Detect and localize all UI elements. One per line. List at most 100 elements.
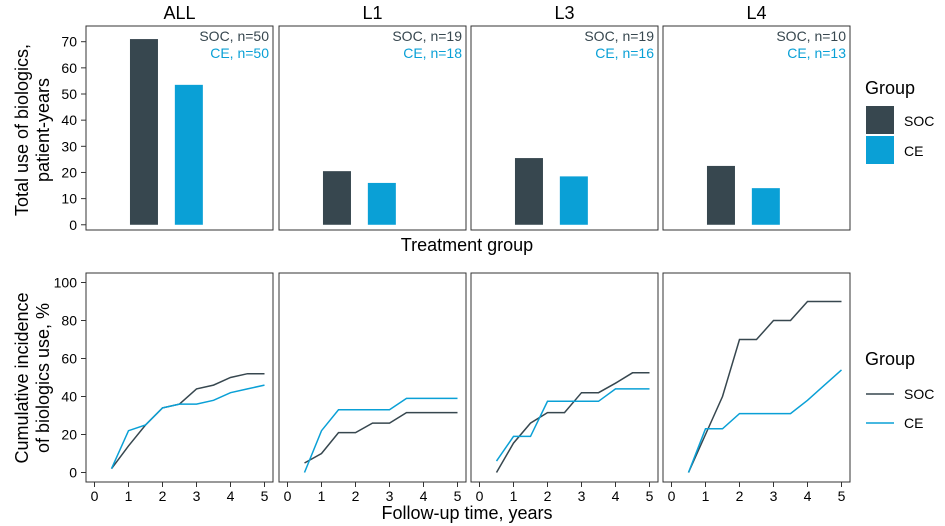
line-panel-l4: 0 1 2 3 4 5 — [662, 272, 851, 504]
bottom-y-tick-label-100: 100 — [54, 275, 78, 291]
top-x-axis-label: Treatment group — [401, 235, 533, 255]
legend-bottom-soc-label: SOC — [904, 386, 934, 402]
legend-top-ce-label: CE — [904, 143, 923, 159]
annotation-all-ce: CE, n=50 — [210, 45, 269, 61]
bar-panel-frame-l4 — [662, 25, 851, 231]
bar-l1-soc — [322, 171, 351, 225]
x-tick-label-l4-3: 3 — [770, 488, 778, 504]
top-y-axis-label-line-1: Total use of biologics, — [12, 44, 32, 216]
line-panel-frame-all — [85, 272, 274, 483]
annotation-l1-ce: CE, n=18 — [403, 45, 462, 61]
bottom-y-tick-label-40: 40 — [61, 389, 77, 405]
line-panel-frame-l3 — [470, 272, 659, 483]
bar-all-ce — [174, 84, 203, 225]
top-y-tick-label-30: 30 — [61, 138, 77, 154]
x-tick-label-l1-2: 2 — [352, 488, 360, 504]
top-y-tick-label-20: 20 — [61, 164, 77, 180]
bar-all-soc — [129, 39, 158, 225]
x-tick-label-l1-5: 5 — [454, 488, 462, 504]
bottom-y-axis-label-line-1: Cumulative incidence — [12, 292, 32, 463]
x-tick-label-all-5: 5 — [261, 488, 269, 504]
legend-top-title: Group — [865, 78, 915, 98]
x-tick-label-l1-4: 4 — [420, 488, 428, 504]
x-tick-label-all-2: 2 — [159, 488, 167, 504]
legend-top-soc-label: SOC — [904, 113, 934, 129]
bottom-y-tick-label-20: 20 — [61, 427, 77, 443]
top-y-tick-label-10: 10 — [61, 191, 77, 207]
bar-l3-soc — [514, 158, 543, 225]
bar-l1-ce — [367, 182, 396, 225]
series-line-all-ce — [110, 384, 265, 470]
bar-l4-soc — [706, 165, 735, 225]
annotation-l4-soc: SOC, n=10 — [776, 28, 846, 44]
x-tick-label-l4-0: 0 — [668, 488, 676, 504]
legend-top-ce-swatch — [866, 136, 894, 164]
x-tick-label-all-4: 4 — [227, 488, 235, 504]
x-tick-label-l3-1: 1 — [510, 488, 518, 504]
bottom-x-axis-label: Follow-up time, years — [381, 503, 552, 523]
legend-top: Group SOC CE — [865, 78, 934, 164]
series-line-l1-ce — [303, 397, 458, 473]
series-line-all-soc — [110, 372, 265, 470]
x-tick-label-l4-4: 4 — [804, 488, 812, 504]
annotation-l4-ce: CE, n=13 — [787, 45, 846, 61]
annotation-all-soc: SOC, n=50 — [199, 28, 269, 44]
x-tick-label-l3-5: 5 — [646, 488, 654, 504]
bottom-y-axis-label: Cumulative incidence of biologics use, % — [12, 292, 53, 463]
x-tick-label-l3-2: 2 — [544, 488, 552, 504]
annotation-l3-soc: SOC, n=19 — [584, 28, 654, 44]
series-line-l4-soc — [687, 300, 842, 473]
bar-panel-frame-all — [85, 25, 274, 231]
x-tick-label-l4-5: 5 — [838, 488, 846, 504]
series-line-l3-ce — [495, 388, 650, 462]
top-y-tick-label-70: 70 — [61, 34, 77, 50]
panel-title-l4: L4 — [746, 3, 766, 23]
series-line-l1-soc — [304, 411, 458, 464]
bottom-y-tick-label-80: 80 — [61, 313, 77, 329]
x-tick-label-l3-4: 4 — [612, 488, 620, 504]
legend-bottom-ce-label: CE — [904, 415, 923, 431]
bottom-y-tick-label-0: 0 — [69, 465, 77, 481]
x-tick-label-l4-1: 1 — [702, 488, 710, 504]
line-panel-l1: 0 1 2 3 4 5 — [278, 272, 467, 504]
x-tick-label-l1-3: 3 — [386, 488, 394, 504]
legend-top-soc-swatch — [866, 106, 894, 134]
top-y-tick-label-40: 40 — [61, 112, 77, 128]
x-tick-label-l1-1: 1 — [318, 488, 326, 504]
x-tick-label-l1-0: 0 — [284, 488, 292, 504]
top-y-axis-label-line-2: patient-years — [33, 78, 53, 182]
bottom-y-tick-label-60: 60 — [61, 351, 77, 367]
bottom-y-axis-label-line-2: of biologics use, % — [33, 303, 53, 453]
annotation-l3-ce: CE, n=16 — [595, 45, 654, 61]
top-y-tick-label-60: 60 — [61, 60, 77, 76]
bar-panel-frame-l3 — [470, 25, 659, 231]
line-panel-frame-l1 — [278, 272, 467, 483]
x-tick-label-l4-2: 2 — [736, 488, 744, 504]
bar-l4-ce — [751, 188, 780, 225]
bar-l3-ce — [559, 176, 588, 225]
panel-title-l1: L1 — [362, 3, 382, 23]
line-panel-all: 0 1 2 3 4 5 0 20 40 60 80 100 — [54, 272, 274, 504]
legend-bottom-title: Group — [865, 349, 915, 369]
legend-bottom: Group SOC CE — [865, 349, 934, 431]
top-y-axis-label: Total use of biologics, patient-years — [12, 44, 53, 216]
line-panel-frame-l4 — [662, 272, 851, 483]
x-tick-label-l3-0: 0 — [476, 488, 484, 504]
x-tick-label-all-3: 3 — [193, 488, 201, 504]
top-y-tick-label-0: 0 — [69, 217, 77, 233]
bar-panel-frame-l1 — [278, 25, 467, 231]
x-tick-label-all-0: 0 — [91, 488, 99, 504]
top-y-tick-label-50: 50 — [61, 86, 77, 102]
series-line-l3-soc — [495, 372, 650, 473]
x-tick-label-l3-3: 3 — [578, 488, 586, 504]
series-line-l4-ce — [687, 369, 842, 473]
x-tick-label-all-1: 1 — [125, 488, 133, 504]
panel-title-l3: L3 — [554, 3, 574, 23]
annotation-l1-soc: SOC, n=19 — [392, 28, 462, 44]
